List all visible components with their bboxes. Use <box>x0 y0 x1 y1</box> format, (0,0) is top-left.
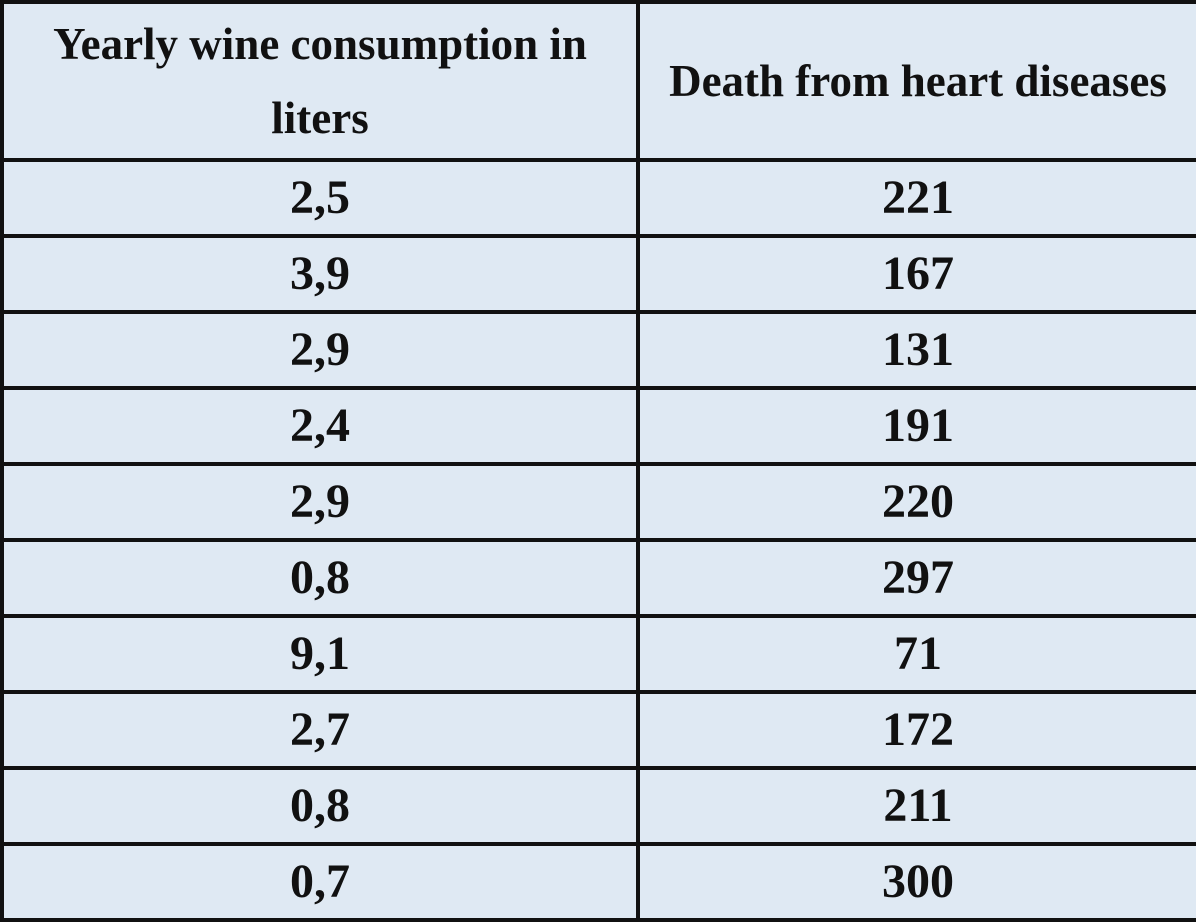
cell-heart-deaths: 297 <box>636 538 1196 618</box>
cell-value: 0,8 <box>290 779 350 832</box>
cell-value: 71 <box>894 627 942 680</box>
cell-heart-deaths: 221 <box>636 158 1196 238</box>
cell-heart-deaths: 172 <box>636 690 1196 770</box>
table-row: 0,7 300 <box>0 842 1196 922</box>
cell-wine-consumption: 2,4 <box>0 386 640 466</box>
cell-value: 3,9 <box>290 247 350 300</box>
cell-value: 297 <box>882 551 954 604</box>
header-row: Yearly wine consumption in liters Death … <box>0 0 1196 162</box>
cell-wine-consumption: 2,5 <box>0 158 640 238</box>
header-wine-consumption: Yearly wine consumption in liters <box>0 0 640 162</box>
table-body: 2,5 221 3,9 167 2,9 131 2,4 191 2,9 220 … <box>0 158 1196 922</box>
table-row: 0,8 297 <box>0 538 1196 618</box>
cell-value: 0,7 <box>290 855 350 908</box>
cell-heart-deaths: 71 <box>636 614 1196 694</box>
cell-value: 0,8 <box>290 551 350 604</box>
cell-wine-consumption: 9,1 <box>0 614 640 694</box>
cell-wine-consumption: 2,9 <box>0 462 640 542</box>
cell-heart-deaths: 131 <box>636 310 1196 390</box>
cell-heart-deaths: 191 <box>636 386 1196 466</box>
cell-value: 221 <box>882 171 954 224</box>
cell-heart-deaths: 167 <box>636 234 1196 314</box>
header-heart-deaths-label: Death from heart diseases <box>669 56 1167 106</box>
cell-value: 2,9 <box>290 323 350 376</box>
cell-wine-consumption: 2,7 <box>0 690 640 770</box>
table-row: 2,4 191 <box>0 386 1196 466</box>
table-row: 2,7 172 <box>0 690 1196 770</box>
cell-heart-deaths: 300 <box>636 842 1196 922</box>
cell-wine-consumption: 0,8 <box>0 538 640 618</box>
table-row: 3,9 167 <box>0 234 1196 314</box>
cell-heart-deaths: 220 <box>636 462 1196 542</box>
cell-value: 2,4 <box>290 399 350 452</box>
cell-heart-deaths: 211 <box>636 766 1196 846</box>
cell-value: 172 <box>882 703 954 756</box>
cell-value: 211 <box>883 779 953 832</box>
cell-wine-consumption: 0,8 <box>0 766 640 846</box>
cell-wine-consumption: 2,9 <box>0 310 640 390</box>
cell-wine-consumption: 3,9 <box>0 234 640 314</box>
cell-value: 131 <box>882 323 954 376</box>
cell-value: 9,1 <box>290 627 350 680</box>
table-row: 2,5 221 <box>0 158 1196 238</box>
table-row: 0,8 211 <box>0 766 1196 846</box>
cell-value: 167 <box>882 247 954 300</box>
header-wine-consumption-label: Yearly wine consumption in liters <box>53 19 587 143</box>
table-row: 9,1 71 <box>0 614 1196 694</box>
cell-value: 300 <box>882 855 954 908</box>
cell-wine-consumption: 0,7 <box>0 842 640 922</box>
cell-value: 2,9 <box>290 475 350 528</box>
cell-value: 220 <box>882 475 954 528</box>
cell-value: 2,5 <box>290 171 350 224</box>
table-row: 2,9 131 <box>0 310 1196 390</box>
cell-value: 191 <box>882 399 954 452</box>
header-heart-deaths: Death from heart diseases <box>636 0 1196 162</box>
table-row: 2,9 220 <box>0 462 1196 542</box>
cell-value: 2,7 <box>290 703 350 756</box>
